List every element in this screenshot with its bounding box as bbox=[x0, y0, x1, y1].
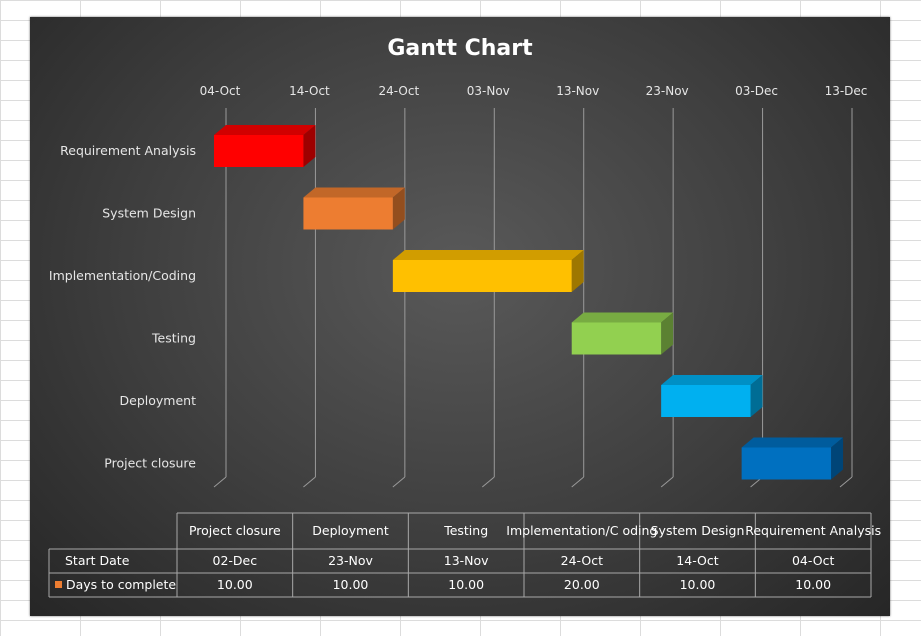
gantt-bars bbox=[214, 125, 844, 480]
category-label: Project closure bbox=[104, 456, 196, 471]
category-label: System Design bbox=[102, 206, 196, 221]
table-value-cell: 10.00 bbox=[448, 577, 484, 592]
gantt-bar[interactable] bbox=[214, 125, 316, 167]
gridline-floor bbox=[392, 476, 406, 488]
x-tick-label: 24-Oct bbox=[379, 84, 420, 98]
gantt-chart-panel[interactable]: Gantt Chart 04-Oct 14-Oct 24-Oct 03-Nov 13-N… bbox=[30, 17, 890, 616]
table-value-cell: 14-Oct bbox=[676, 553, 718, 568]
x-tick-label: 14-Oct bbox=[289, 84, 330, 98]
category-label: Requirement Analysis bbox=[60, 143, 196, 158]
gantt-chart-svg: Gantt Chart 04-Oct 14-Oct 24-Oct 03-Nov 13-N… bbox=[48, 36, 881, 598]
x-axis-ticks: 04-Oct 14-Oct 24-Oct 03-Nov 13-Nov 23-Nov 03-D… bbox=[200, 84, 868, 98]
table-value-cell: 10.00 bbox=[680, 577, 716, 592]
table-row-label: Days to complete bbox=[55, 577, 176, 592]
table-value-cell: 10.00 bbox=[333, 577, 369, 592]
table-value-cell: 04-Oct bbox=[792, 553, 834, 568]
gridline-floor bbox=[839, 476, 853, 488]
bar-front-face bbox=[392, 260, 572, 292]
gridline-floor bbox=[303, 476, 316, 488]
legend-key bbox=[55, 581, 62, 588]
bar-side-face bbox=[750, 375, 763, 417]
bar-front-face bbox=[571, 322, 662, 355]
gridline-floor bbox=[660, 476, 674, 488]
table-header-cell: System Design bbox=[651, 523, 745, 538]
x-tick-label: 03-Nov bbox=[467, 84, 510, 98]
bar-front-face bbox=[661, 385, 751, 417]
category-label: Testing bbox=[151, 331, 196, 346]
gantt-bar[interactable] bbox=[392, 250, 584, 292]
table-header-cell: Testing bbox=[443, 523, 488, 538]
category-label: Deployment bbox=[120, 393, 197, 408]
gridlines bbox=[213, 108, 853, 488]
x-tick-label: 13-Nov bbox=[556, 84, 599, 98]
x-tick-label: 04-Oct bbox=[200, 84, 241, 98]
chart-title: Gantt Chart bbox=[387, 36, 533, 61]
bar-side-face bbox=[661, 312, 674, 355]
gridline-floor bbox=[213, 476, 227, 488]
table-row-label-text: Days to complete bbox=[66, 577, 176, 592]
y-axis-categories: Requirement Analysis System Design Impleme… bbox=[49, 143, 196, 471]
bar-front-face bbox=[214, 135, 304, 167]
bar-side-face bbox=[831, 437, 844, 480]
bar-top-face bbox=[661, 375, 763, 385]
bar-front-face bbox=[303, 197, 393, 230]
x-tick-label: 23-Nov bbox=[646, 84, 689, 98]
table-value-cell: 23-Nov bbox=[328, 553, 373, 568]
table-value-cell: 13-Nov bbox=[444, 553, 489, 568]
bar-top-face bbox=[571, 312, 674, 323]
table-value-cell: 24-Oct bbox=[561, 553, 603, 568]
bar-top-face bbox=[392, 250, 584, 260]
table-row-label: Start Date bbox=[65, 553, 130, 568]
gantt-bar[interactable] bbox=[571, 312, 674, 355]
table-header-cell: Deployment bbox=[312, 523, 389, 538]
gantt-bar[interactable] bbox=[741, 437, 844, 480]
gantt-bar[interactable] bbox=[661, 375, 763, 417]
table-header-cell: Project closure bbox=[189, 523, 281, 538]
x-tick-label: 03-Dec bbox=[735, 84, 778, 98]
bar-top-face bbox=[303, 187, 405, 198]
x-tick-label: 13-Dec bbox=[825, 84, 868, 98]
table-value-cell: 02-Dec bbox=[213, 553, 258, 568]
table-header-cell: Requirement Analysis bbox=[745, 523, 881, 538]
table-value-cell: 10.00 bbox=[217, 577, 253, 592]
bar-top-face bbox=[214, 125, 316, 135]
bar-side-face bbox=[303, 125, 316, 167]
bar-top-face bbox=[741, 437, 844, 448]
bar-side-face bbox=[571, 250, 584, 292]
bar-side-face bbox=[392, 187, 405, 230]
data-table: Project closure Deployment Testing Implemen… bbox=[48, 512, 881, 598]
category-label: Implementation/Coding bbox=[49, 268, 196, 283]
table-value-cell: 10.00 bbox=[795, 577, 831, 592]
table-row-label-text: Start Date bbox=[65, 553, 130, 568]
table-header-cell: Implementation/C oding bbox=[506, 523, 657, 538]
gridline-floor bbox=[571, 476, 585, 488]
gantt-bar[interactable] bbox=[303, 187, 405, 230]
gridline-floor bbox=[481, 476, 495, 488]
table-value-cell: 20.00 bbox=[564, 577, 600, 592]
bar-front-face bbox=[741, 447, 832, 480]
